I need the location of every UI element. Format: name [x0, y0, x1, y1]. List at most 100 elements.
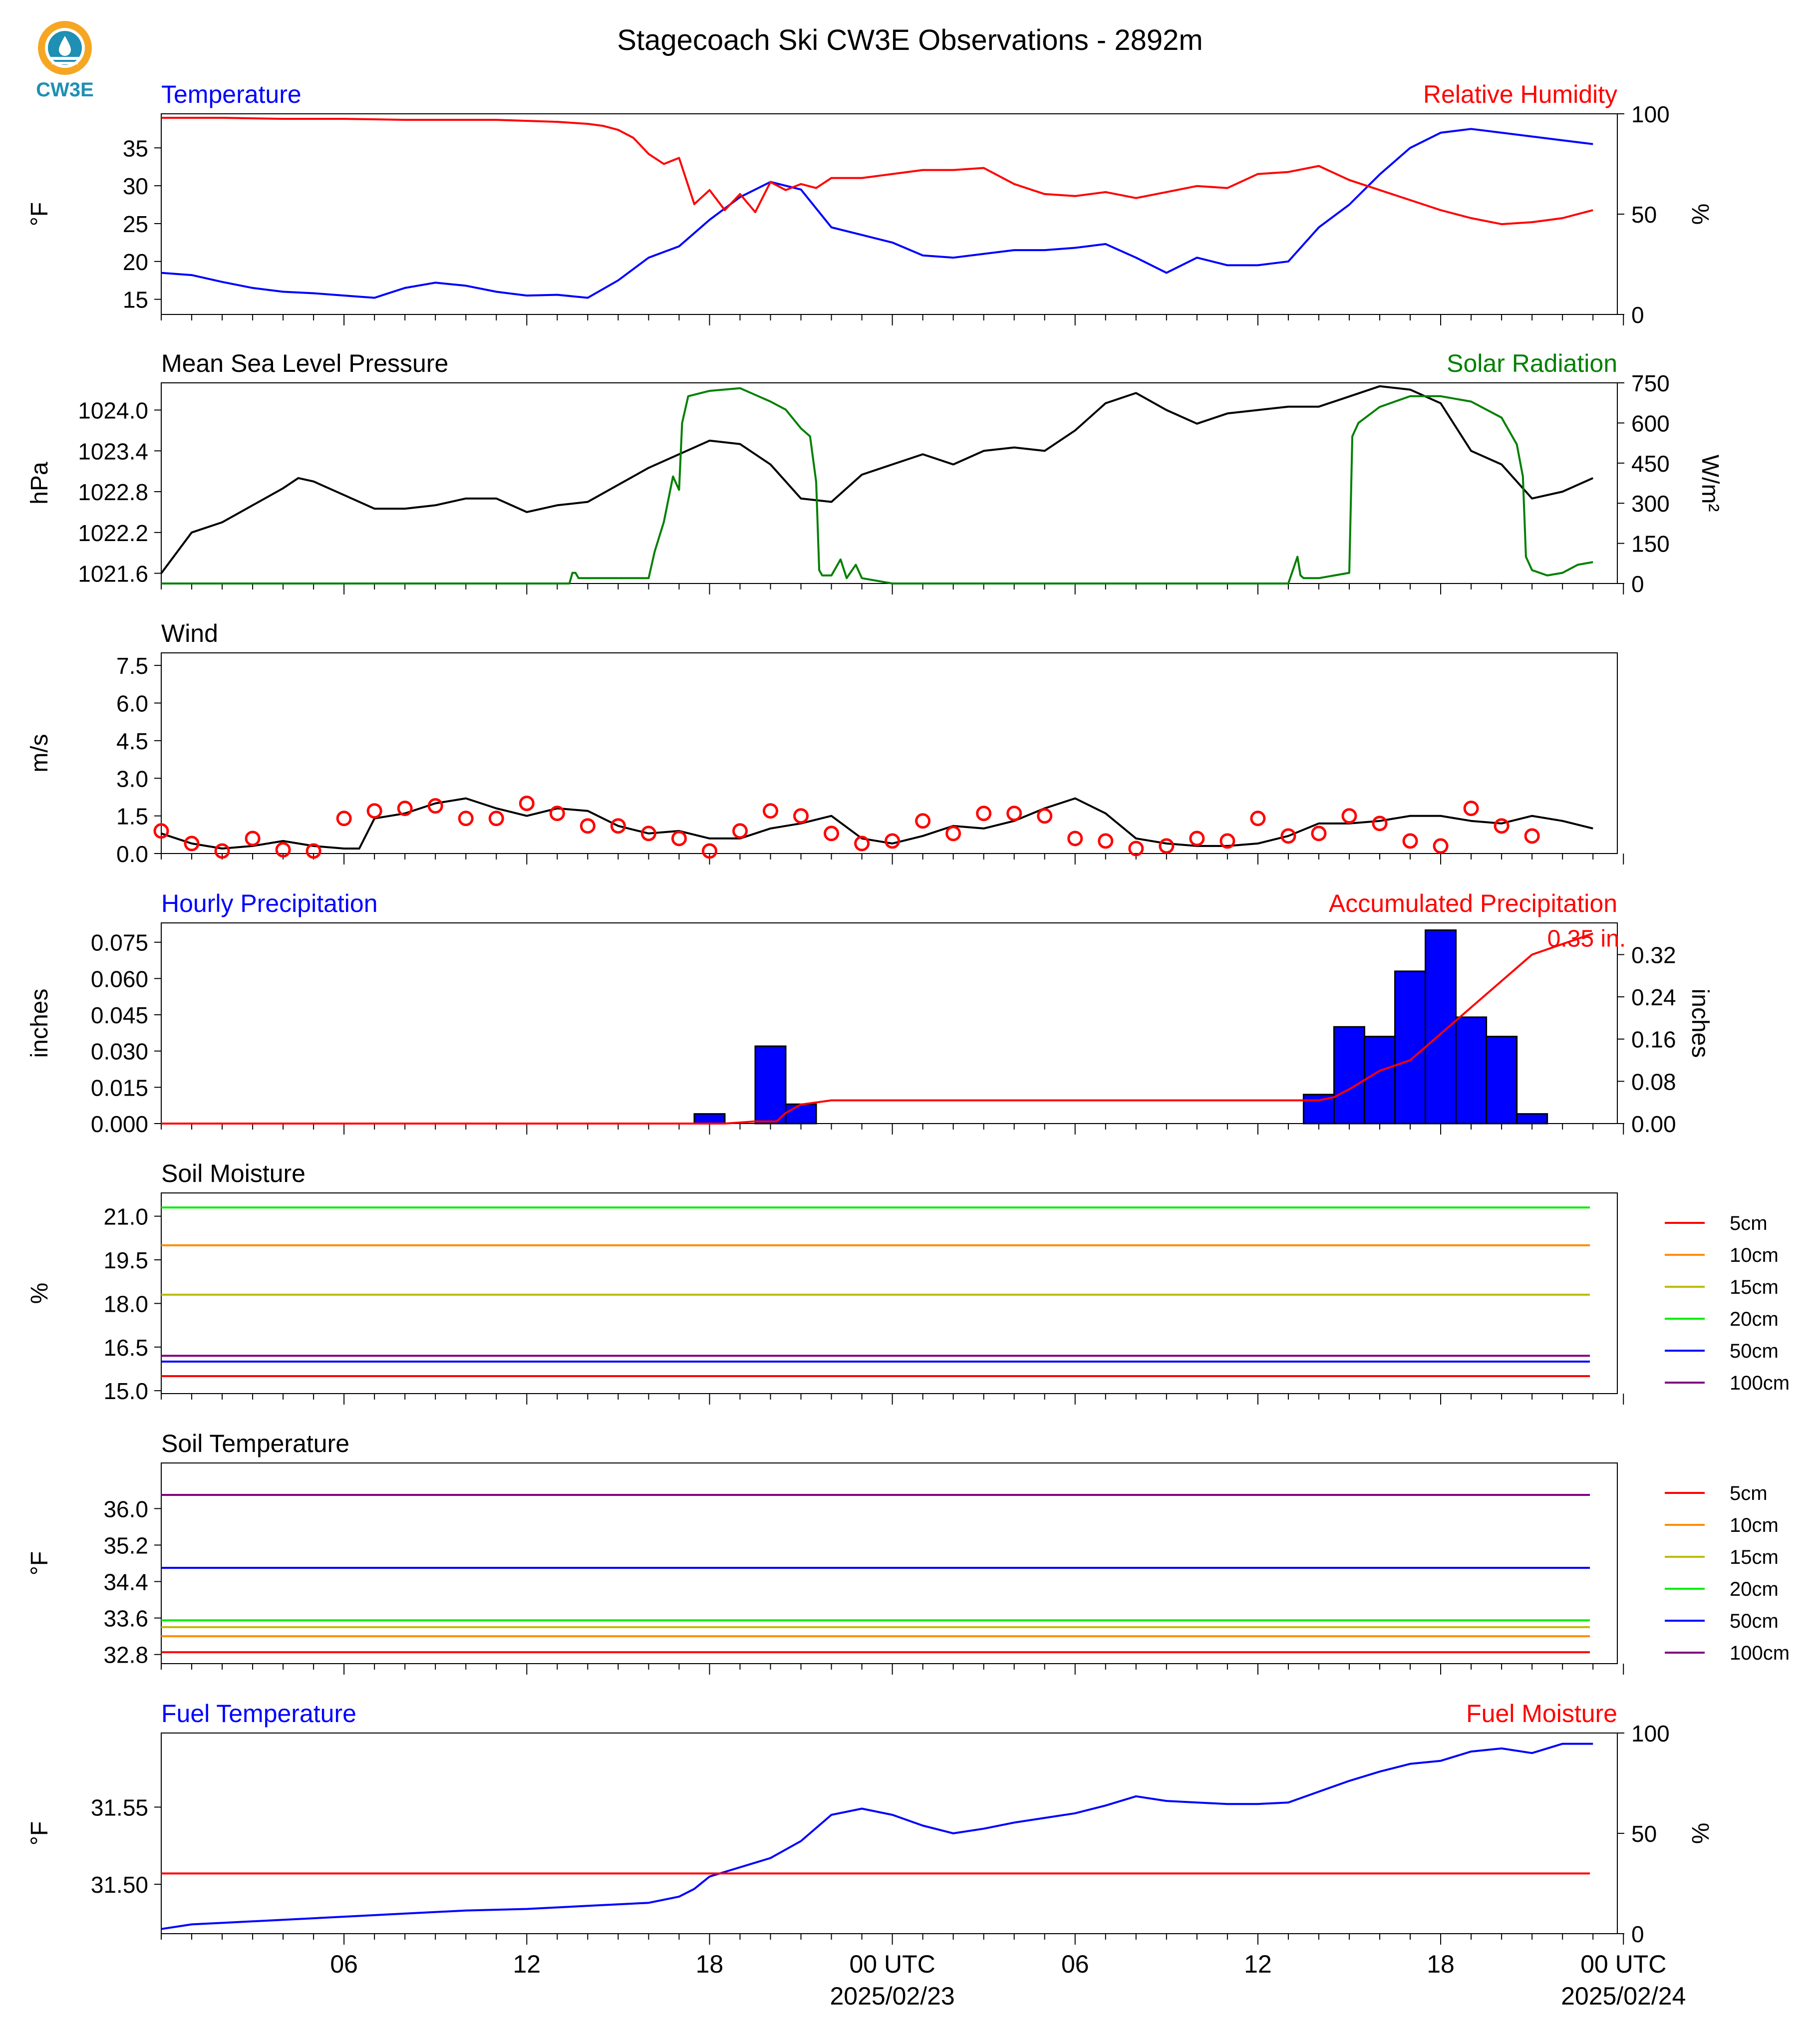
panel-4-legend-label-100cm: 100cm: [1730, 1372, 1790, 1394]
panel-5-legend-label-20cm: 20cm: [1730, 1578, 1779, 1600]
panel-2-gust-marker-40: [1372, 816, 1388, 832]
panel-2-gust-marker-31: [1098, 833, 1114, 849]
panel-0-ylabel-right: %: [1687, 204, 1713, 225]
panel-1-ytick-right-label-1: 150: [1631, 531, 1670, 557]
panel-2-gust-marker-8: [397, 801, 413, 817]
panel-2-gust-marker-30: [1067, 831, 1083, 847]
panel-1-ytick-right-label-4: 600: [1631, 410, 1670, 436]
panel-2-gust-marker-2: [214, 843, 230, 859]
panel-4-ylabel: %: [26, 1283, 53, 1304]
panel-2-gust-marker-34: [1189, 831, 1205, 847]
panel-3-bar-1: [754, 1045, 787, 1125]
panel-5-ylabel: °F: [26, 1551, 53, 1576]
panel-3-ytick-label-3: 0.045: [91, 1002, 148, 1028]
panel-2-ytick-label-4: 6.0: [116, 691, 148, 717]
panel-0-ytick-right-label-2: 100: [1631, 101, 1670, 127]
panel-4-legend-label-50cm: 50cm: [1730, 1340, 1779, 1362]
panel-4-legend-label-20cm: 20cm: [1730, 1308, 1779, 1330]
panel-1-right-title: Solar Radiation: [1447, 349, 1617, 377]
panel-2-gust-marker-28: [1006, 806, 1022, 822]
x-date-label-1: 2025/02/24: [1561, 1982, 1686, 2010]
panel-3-ytick-right-label-1: 0.08: [1631, 1069, 1676, 1095]
panel-0-ytick-label-3: 30: [123, 173, 148, 199]
panel-2-gust-marker-1: [184, 836, 200, 852]
panel-5-title: Soil Temperature: [161, 1430, 349, 1457]
panel-3-ylabel-right: inches: [1687, 989, 1713, 1058]
panel-3-ylabel: inches: [26, 989, 53, 1058]
x-date-label-0: 2025/02/23: [830, 1982, 954, 2010]
panel-1-ytick-right-label-3: 450: [1631, 451, 1670, 477]
panel-1-ytick-label-4: 1024.0: [78, 398, 148, 424]
logo-text: CW3E: [36, 79, 94, 101]
panels: Temperature Relative Humidity 15 20 25 30 35 °F…: [26, 80, 1790, 2010]
panel-2-ytick-label-1: 1.5: [116, 804, 148, 830]
panel-3-right-title: Accumulated Precipitation: [1329, 889, 1617, 917]
panel-3-accumulated-line: [161, 932, 1593, 1125]
panel-2-gust-marker-33: [1159, 838, 1175, 854]
x-tick-label-5: 12: [1244, 1950, 1272, 1978]
cw3e-logo: CW3E: [30, 18, 100, 103]
panel-2-gust-marker-38: [1311, 826, 1327, 842]
panel-4-ytick-label-2: 18.0: [103, 1291, 148, 1317]
panel-0-series-1: [161, 117, 1593, 226]
panel-0-ytick-label-2: 25: [123, 211, 148, 237]
panel-3-ytick-right-label-4: 0.32: [1631, 942, 1676, 968]
panel-0-ylabel: °F: [26, 202, 53, 227]
panel-0-ytick-label-1: 20: [123, 249, 148, 275]
panel-6-right-title: Fuel Moisture: [1466, 1700, 1617, 1728]
panel-3-bar-9: [1486, 1036, 1518, 1125]
panel-2-gust-marker-26: [945, 826, 961, 842]
panel-2-gust-marker-36: [1250, 811, 1266, 827]
panel-3-ytick-right-label-0: 0.00: [1631, 1111, 1676, 1137]
panel-2-gust-marker-32: [1128, 841, 1144, 857]
panel-6-series-0: [161, 1742, 1593, 1930]
panel-2-gust-marker-20: [763, 803, 779, 819]
panel-5-legend-label-10cm: 10cm: [1730, 1514, 1779, 1536]
panel-4-legend-label-15cm: 15cm: [1730, 1276, 1779, 1298]
panel-6-ytick-label-0: 31.50: [91, 1872, 148, 1898]
panel-3-ytick-right-label-3: 0.24: [1631, 984, 1676, 1010]
panel-2-gust-marker-44: [1494, 818, 1510, 834]
panel-2-ytick-label-2: 3.0: [116, 766, 148, 792]
panel-0-frame: [161, 113, 1618, 315]
panel-5-frame: [161, 1462, 1618, 1664]
panel-2-gust-marker-9: [427, 798, 443, 814]
panel-5-ytick-label-1: 33.6: [103, 1606, 148, 1632]
panel-2-gust-marker-42: [1433, 838, 1449, 854]
panel-2-gust-marker-27: [976, 806, 992, 822]
panel-2-gust-marker-6: [336, 811, 352, 827]
panel-3-bar-10: [1516, 1113, 1548, 1125]
panel-2-gust-marker-37: [1280, 828, 1296, 844]
panel-4-title: Soil Moisture: [161, 1159, 305, 1187]
panel-1-ylabel: hPa: [26, 462, 53, 505]
panel-2-gust-marker-11: [488, 811, 504, 827]
x-tick-label-6: 18: [1427, 1950, 1455, 1978]
panel-2-gust-marker-3: [245, 831, 261, 847]
panel-3-bar-5: [1363, 1036, 1396, 1125]
cw3e-logo-icon: [38, 21, 92, 75]
panel-3-frame: [161, 922, 1618, 1124]
panel-3-ytick-label-1: 0.015: [91, 1075, 148, 1101]
panel-3-bar-8: [1455, 1016, 1488, 1125]
panel-4-legend-label-5cm: 5cm: [1730, 1212, 1768, 1234]
panel-2-title: Wind: [161, 619, 218, 647]
panel-3-ytick-label-2: 0.030: [91, 1039, 148, 1065]
panel-2-gust-marker-17: [671, 831, 687, 847]
panel-2-gust-marker-13: [549, 806, 565, 822]
panel-1-ytick-label-1: 1022.2: [78, 520, 148, 546]
panel-4-ytick-label-0: 15.0: [103, 1378, 148, 1404]
panel-0-series-0: [161, 128, 1593, 299]
panel-3-title: Hourly Precipitation: [161, 889, 378, 917]
panel-2-gust-marker-12: [519, 796, 535, 811]
panel-2-gust-marker-43: [1463, 801, 1479, 817]
panel-0-title: Temperature: [161, 80, 302, 108]
panel-6-ytick-right-label-2: 100: [1631, 1721, 1670, 1746]
panel-2-gust-marker-39: [1341, 808, 1357, 824]
panel-2-ytick-label-5: 7.5: [116, 653, 148, 679]
panel-0-ytick-label-4: 35: [123, 135, 148, 161]
panel-2-gust-marker-24: [885, 833, 901, 849]
panel-3-ytick-label-5: 0.075: [91, 930, 148, 956]
panel-2-gust-marker-22: [824, 826, 840, 842]
panel-2-gust-marker-14: [580, 818, 596, 834]
